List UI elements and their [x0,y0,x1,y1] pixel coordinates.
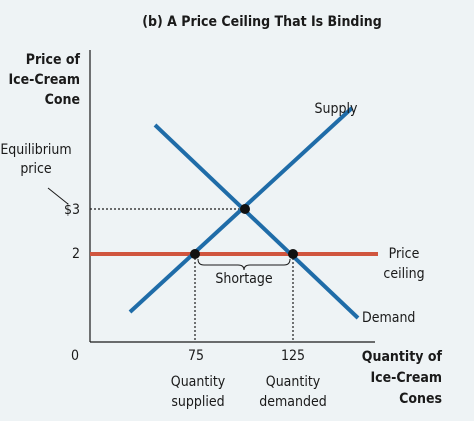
curve-label: Demand [362,310,415,326]
x-axis-label: Ice-Cream [370,370,442,386]
y-tick-label: 2 [72,246,80,262]
x-axis-label: Quantity of [362,349,443,365]
demand-curve [153,123,360,320]
equilibrium-point [240,204,250,214]
y-axis-label: Cone [45,92,80,108]
curve-label: Price [389,246,420,262]
y-axis-label: Ice-Cream [8,72,80,88]
point [288,249,298,259]
annotation: Equilibrium [0,142,71,158]
annotation: supplied [171,394,224,410]
y-tick-label: $3 [64,202,80,218]
y-axis-label: Price of [26,52,81,68]
curve-label: ceiling [383,266,424,282]
annotation: demanded [259,394,326,410]
annotation: price [20,161,52,177]
title: (b) A Price Ceiling That Is Binding [142,14,382,30]
pointer [47,187,69,205]
point [190,249,200,259]
annotation: Quantity [171,374,226,390]
annotation: Quantity [266,374,321,390]
x-tick-label: 125 [281,348,305,364]
x-tick-label: 0 [71,348,79,364]
brace [197,258,291,271]
x-axis-label: Cones [399,391,442,407]
annotation: Shortage [215,271,273,287]
x-tick-label: 75 [188,348,204,364]
curve-label: Supply [315,101,358,117]
